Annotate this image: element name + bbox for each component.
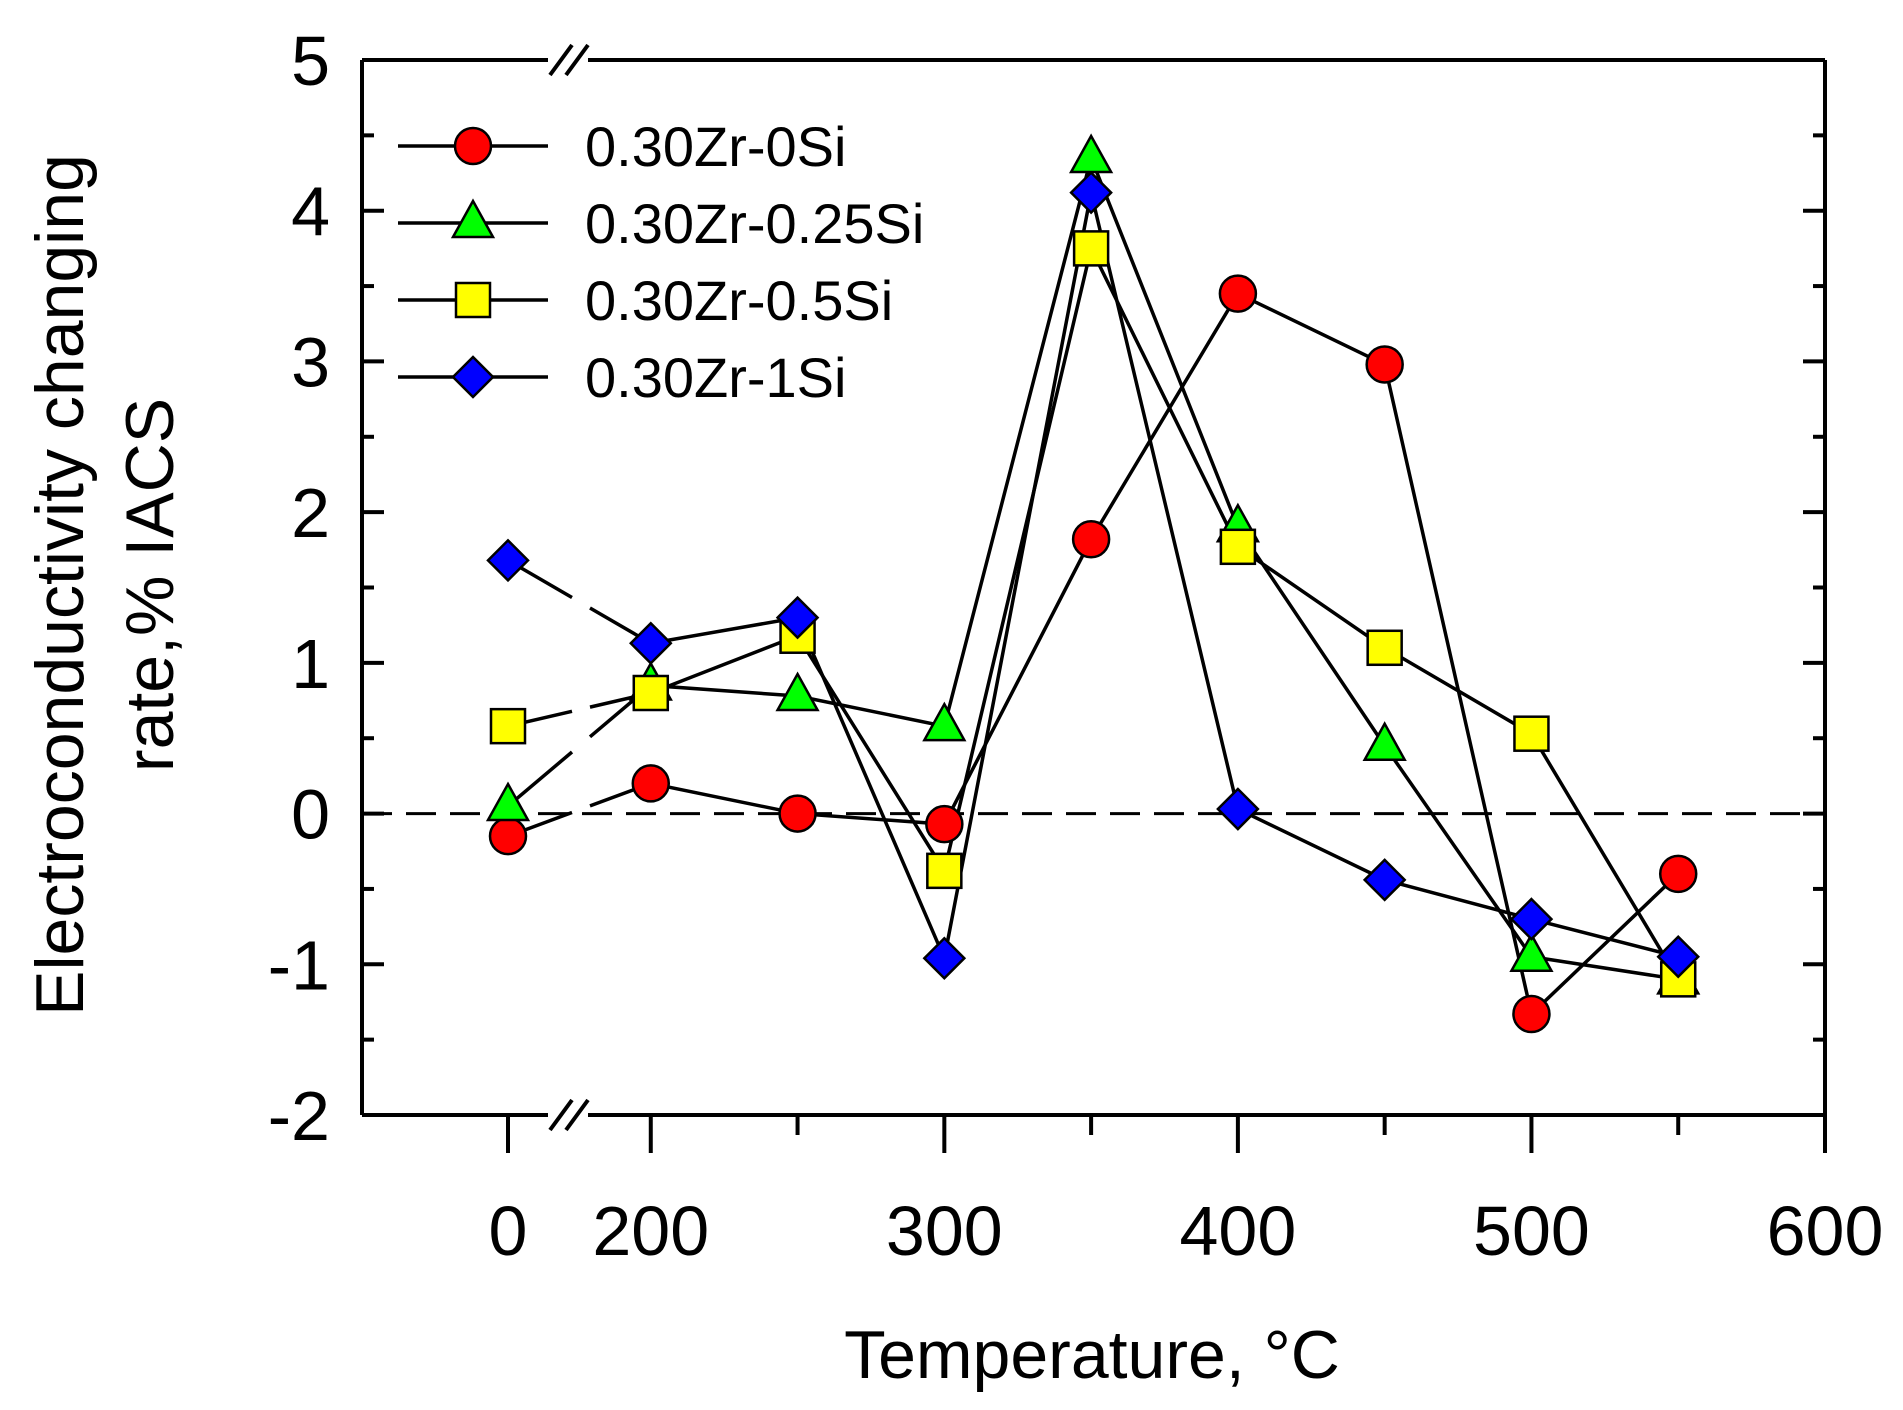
x-axis-break-bottom (548, 1098, 590, 1132)
y-tick-label: 1 (291, 625, 330, 703)
legend-marker-0-30zr-0-5si (454, 281, 492, 319)
x-axis-break-top (548, 43, 590, 77)
x-tick-label: 200 (592, 1192, 709, 1270)
data-point-0-30zr-0si (488, 816, 528, 856)
data-point-0-30zr-1si (629, 621, 673, 666)
x-tick-label: 300 (886, 1192, 1003, 1270)
data-point-0-30zr-0si (1218, 274, 1258, 313)
data-point-0-30zr-1si (486, 538, 530, 583)
series-markers (485, 133, 1701, 1034)
legend-label-0-30zr-1si: 0.30Zr-1Si (585, 346, 846, 409)
data-point-0-30zr-0-25si (922, 701, 967, 742)
data-point-0-30zr-0si (631, 764, 671, 803)
data-point-0-30zr-1si (1656, 934, 1700, 979)
legend-label-0-30zr-0-5si: 0.30Zr-0.5Si (585, 269, 893, 332)
data-point-0-30zr-0si (1512, 994, 1551, 1034)
data-point-0-30zr-0-25si (485, 781, 531, 822)
x-tick-label: 400 (1179, 1192, 1296, 1270)
y-tick-label: -1 (268, 926, 330, 1004)
legend: 0.30Zr-0Si 0.30Zr-0.25Si 0.30Zr-0.5Si 0.30Z… (398, 115, 924, 409)
y-tick-label: -2 (268, 1077, 330, 1155)
legend-marker-0-30zr-0si (453, 126, 493, 166)
y-ticks: 5 4 3 2 1 0 -1 -2 (268, 22, 1825, 1155)
data-point-0-30zr-0-25si (1509, 932, 1554, 972)
data-point-0-30zr-0-25si (775, 671, 820, 712)
y-axis-title: Electroconductivity changing rate,% IACS (22, 154, 188, 1016)
y-tick-label: 3 (291, 323, 330, 401)
x-axis-title: Temperature, °C (844, 1317, 1340, 1393)
data-point-0-30zr-1si (1216, 787, 1260, 831)
data-point-0-30zr-0-5si (1366, 629, 1403, 667)
data-point-0-30zr-1si (775, 595, 820, 640)
data-point-0-30zr-1si (1069, 170, 1113, 215)
data-point-0-30zr-1si (922, 936, 967, 981)
x-tick-label: 500 (1473, 1192, 1590, 1270)
series-line-stub-0-30zr-0-25si (506, 750, 574, 808)
legend-marker-0-30zr-1si (451, 355, 495, 399)
y-tick-label: 4 (291, 173, 330, 251)
data-point-0-30zr-0-5si (632, 674, 670, 712)
data-point-0-30zr-0si (1071, 520, 1111, 559)
data-point-0-30zr-0si (1365, 345, 1404, 384)
data-point-0-30zr-0-5si (489, 707, 527, 745)
data-point-0-30zr-0si (1658, 854, 1698, 894)
data-point-0-30zr-0-5si (1513, 715, 1550, 752)
x-ticks: 0 200 300 400 500 600 (489, 1115, 1884, 1270)
legend-label-0-30zr-0-25si: 0.30Zr-0.25Si (585, 192, 924, 255)
data-point-0-30zr-0-5si (1072, 230, 1110, 267)
data-point-0-30zr-0-5si (1659, 961, 1697, 998)
legend-marker-0-30zr-0-25si (450, 198, 496, 239)
y-tick-label: 0 (291, 776, 330, 854)
y-axis-title-line-1: Electroconductivity changing (22, 154, 98, 1016)
data-point-0-30zr-0-5si (1219, 528, 1257, 566)
data-point-0-30zr-0si (925, 804, 964, 844)
y-tick-label: 5 (291, 22, 330, 100)
data-point-0-30zr-1si (1509, 897, 1554, 941)
y-tick-label: 2 (291, 474, 330, 552)
x-tick-label: 0 (489, 1192, 528, 1270)
data-point-0-30zr-0-5si (926, 852, 963, 890)
data-point-0-30zr-0si (778, 794, 817, 833)
x-tick-label: 600 (1767, 1192, 1884, 1270)
legend-label-0-30zr-0si: 0.30Zr-0Si (585, 115, 846, 178)
data-point-0-30zr-1si (1362, 858, 1407, 902)
y-axis-title-line-2: rate,% IACS (112, 398, 188, 772)
data-point-0-30zr-0-25si (1362, 721, 1407, 761)
